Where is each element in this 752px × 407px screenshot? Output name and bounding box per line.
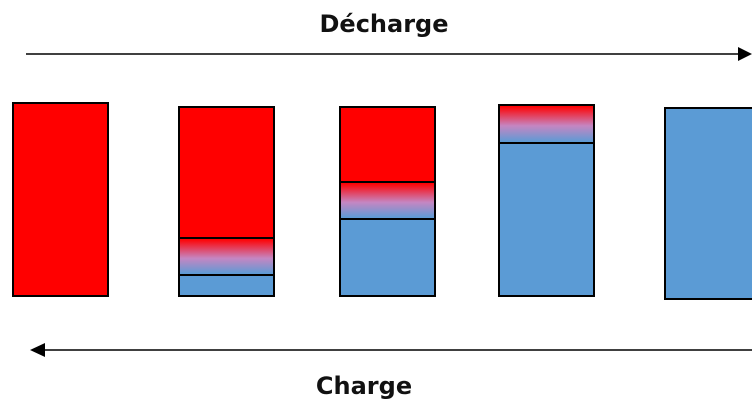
transition-segment [500,106,593,144]
discharged-segment [500,144,593,295]
battery-cell-1 [12,102,109,297]
discharged-segment [666,109,752,298]
discharge-label: Décharge [319,10,449,38]
battery-cell-3 [339,106,436,297]
battery-cell-5 [664,107,752,300]
charge-label: Charge [315,372,413,400]
transition-segment [341,183,434,220]
battery-cell-4 [498,104,595,297]
transition-segment [180,239,273,276]
discharged-segment [180,276,273,295]
charged-segment [14,104,107,295]
discharged-segment [341,220,434,295]
discharge-arrow [26,47,752,61]
charge-arrow [30,343,752,357]
battery-cell-2 [178,106,275,297]
charged-segment [180,108,273,239]
charged-segment [341,108,434,183]
